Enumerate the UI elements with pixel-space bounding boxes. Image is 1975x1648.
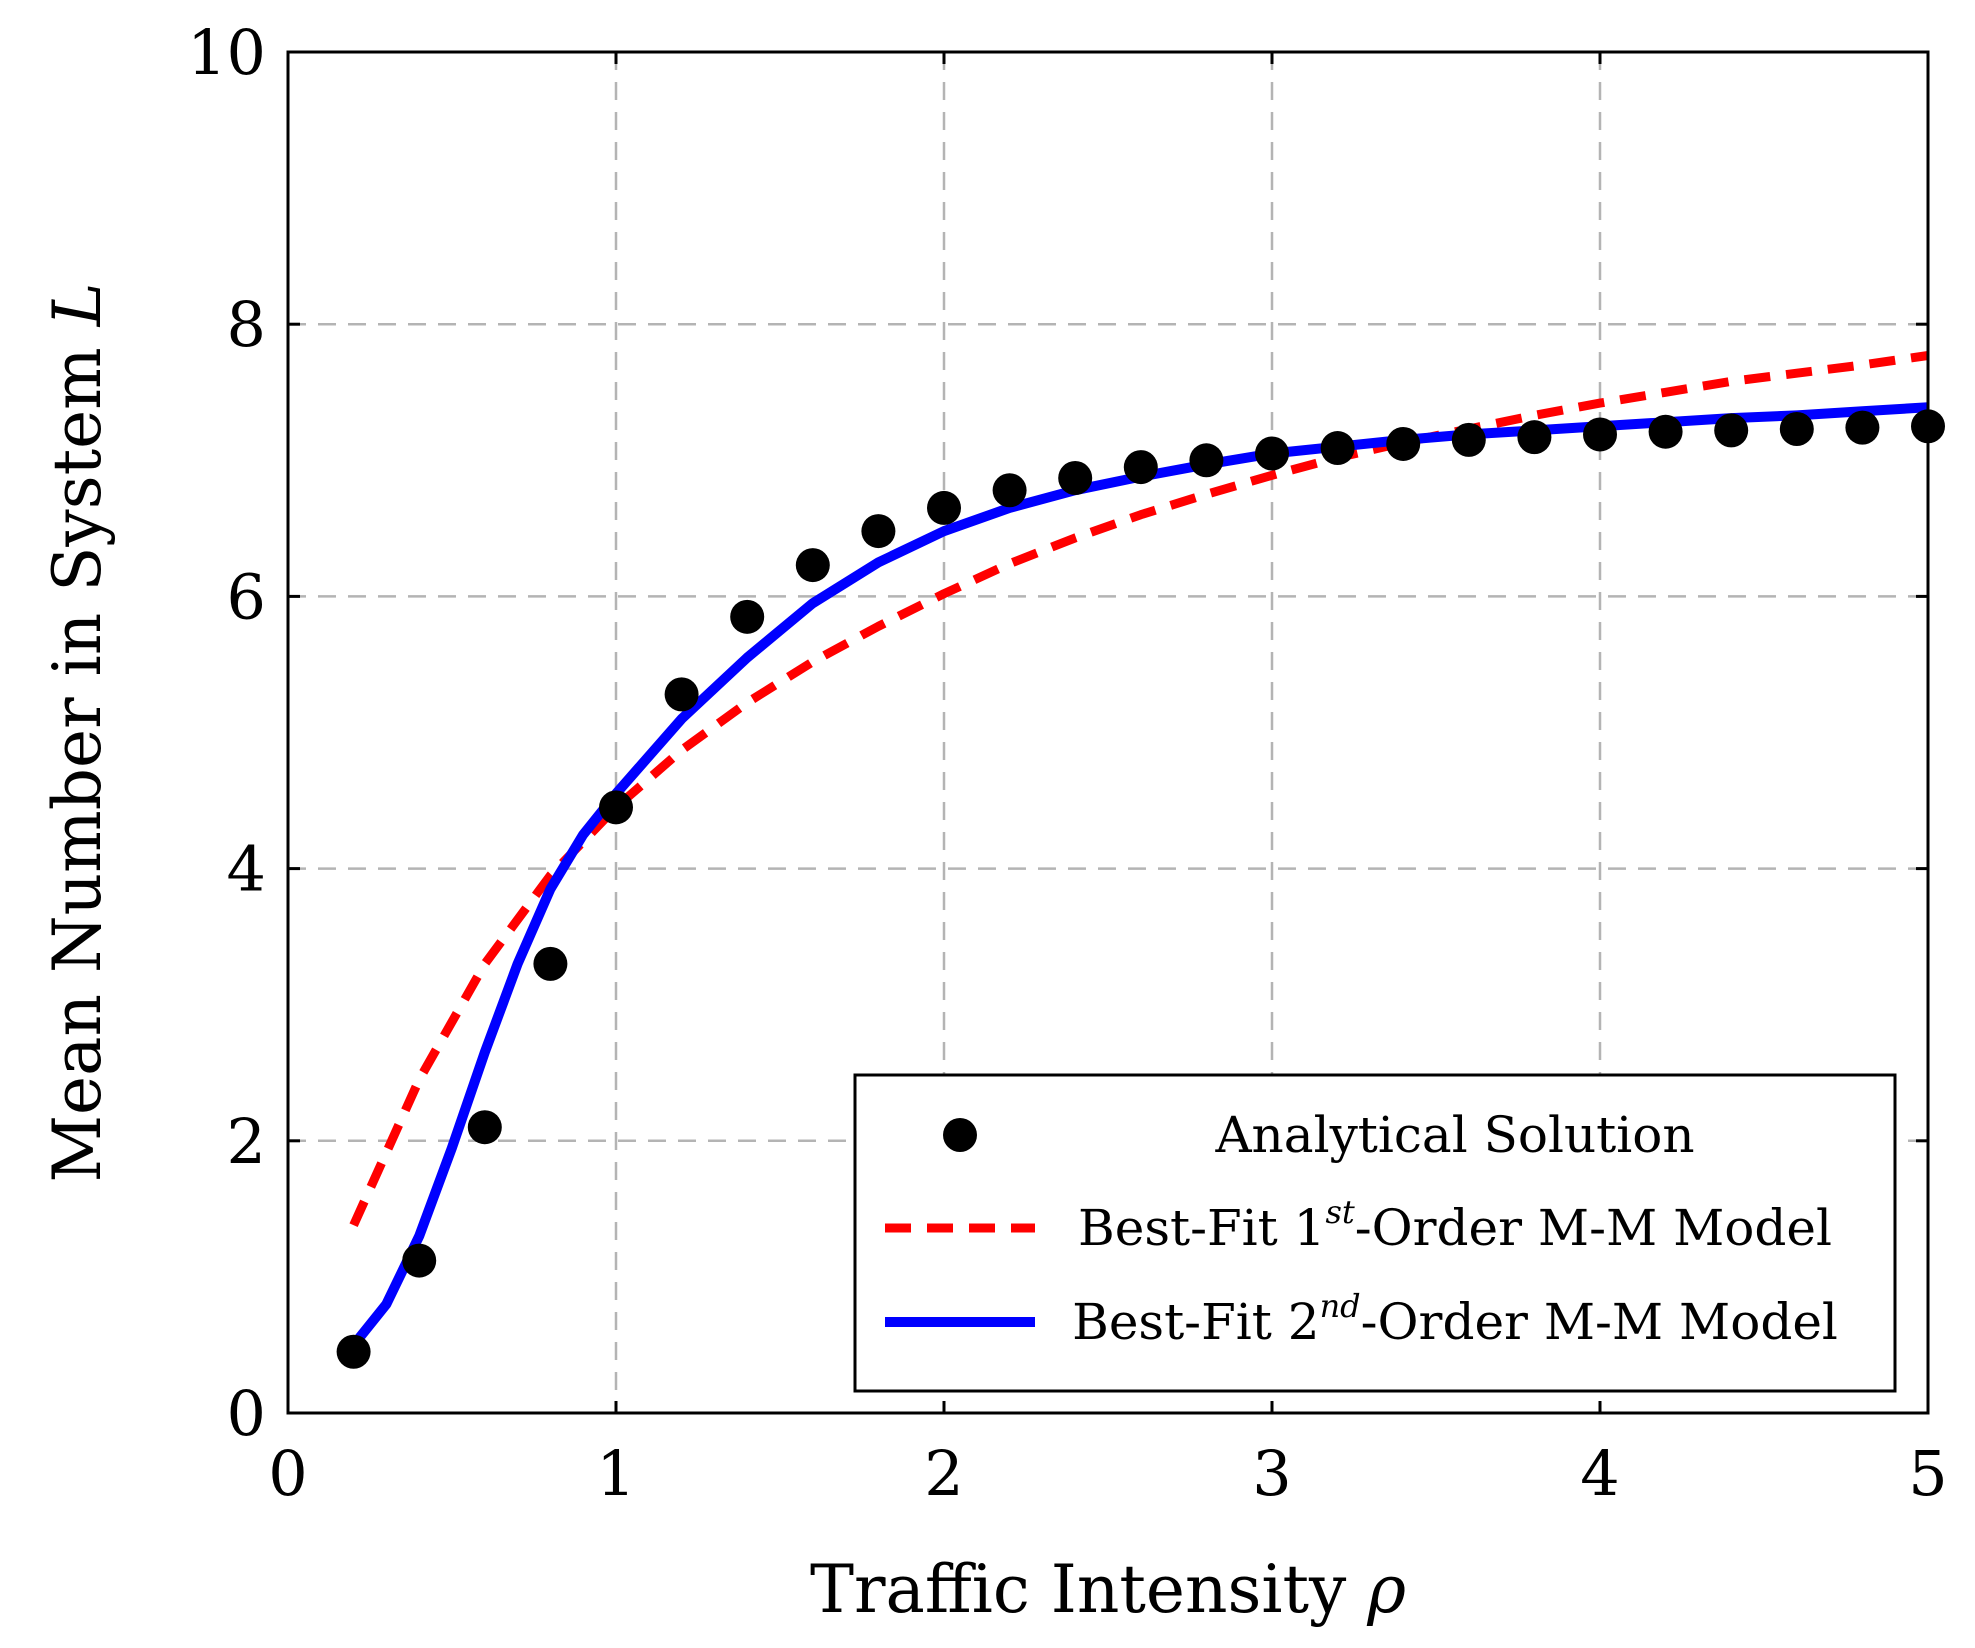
analytical-point [1255,436,1289,471]
analytical-point [1779,411,1814,446]
legend-label-second-order-prefix: Best-Fit 2 [1072,1293,1319,1351]
x-tick-label: 4 [1580,1437,1619,1510]
first-order-model-line [349,351,1929,1228]
y-tick-label: 4 [227,833,266,906]
analytical-point [664,677,699,712]
legend-label-first-order: Best-Fit 1st-Order M-M Model [1078,1193,1832,1257]
x-tick-label: 3 [1252,1437,1291,1510]
series-layer [336,351,1945,1369]
x-axis-label: Traffic Intensity ρ [810,1551,1406,1628]
analytical-point [336,1334,371,1369]
analytical-point [1648,414,1683,449]
legend-box [853,1073,1897,1393]
analytical-point [1189,443,1224,478]
legend-label-second-order-suffix: -Order M-M Model [1361,1293,1838,1351]
analytical-point [402,1243,437,1278]
analytical-point [1714,413,1749,448]
analytical-point [1386,426,1421,461]
analytical-point [861,514,896,549]
plot-frame [286,50,1930,1415]
analytical-point [467,1110,502,1145]
legend-label-second-order: Best-Fit 2nd-Order M-M Model [1072,1287,1838,1351]
analytical-point [1123,450,1158,485]
x-axis-label-text: Traffic Intensity [810,1551,1347,1628]
analytical-point [1320,431,1355,466]
analytical-point [730,599,765,634]
analytical-point [927,490,961,525]
legend-label-analytical: Analytical Solution [1214,1106,1694,1164]
y-tick-label: 8 [227,288,266,361]
x-tick-label: 0 [268,1437,307,1510]
legend: Analytical Solution Best-Fit 1st-Order M… [853,1073,1897,1393]
analytical-point [1517,420,1552,455]
legend-label-first-order-prefix: Best-Fit 1 [1078,1199,1325,1257]
y-axis-label-text: Mean Number in System [39,347,116,1182]
y-axis-label-symbol: L [39,282,116,327]
analytical-point [1845,410,1880,445]
x-tick-label: 1 [596,1437,635,1510]
y-tick-label: 6 [227,560,266,633]
legend-label-first-order-sup: st [1325,1193,1354,1231]
x-tick-label: 5 [1908,1437,1947,1510]
x-axis-label-symbol: ρ [1366,1551,1406,1628]
second-order-model-line [349,402,1929,1349]
legend-marker-analytical [943,1118,977,1152]
legend-label-second-order-sup: nd [1320,1287,1361,1325]
analytical-point [1583,417,1617,452]
analytical-point [795,548,830,583]
analytical-point [533,946,568,981]
analytical-point [992,473,1027,508]
analytical-point [1451,422,1486,457]
y-tick-label: 10 [187,16,266,89]
analytical-point [1058,460,1093,495]
x-tick-label: 2 [924,1437,963,1510]
legend-label-first-order-suffix: -Order M-M Model [1355,1199,1832,1257]
y-axis-label: Mean Number in System L [39,282,116,1182]
y-tick-label: 2 [227,1105,266,1178]
y-tick-label: 0 [227,1377,266,1450]
axis-ticks: 0 1 2 3 4 5 0 2 4 6 8 10 [187,16,1948,1510]
analytical-point [599,790,633,825]
